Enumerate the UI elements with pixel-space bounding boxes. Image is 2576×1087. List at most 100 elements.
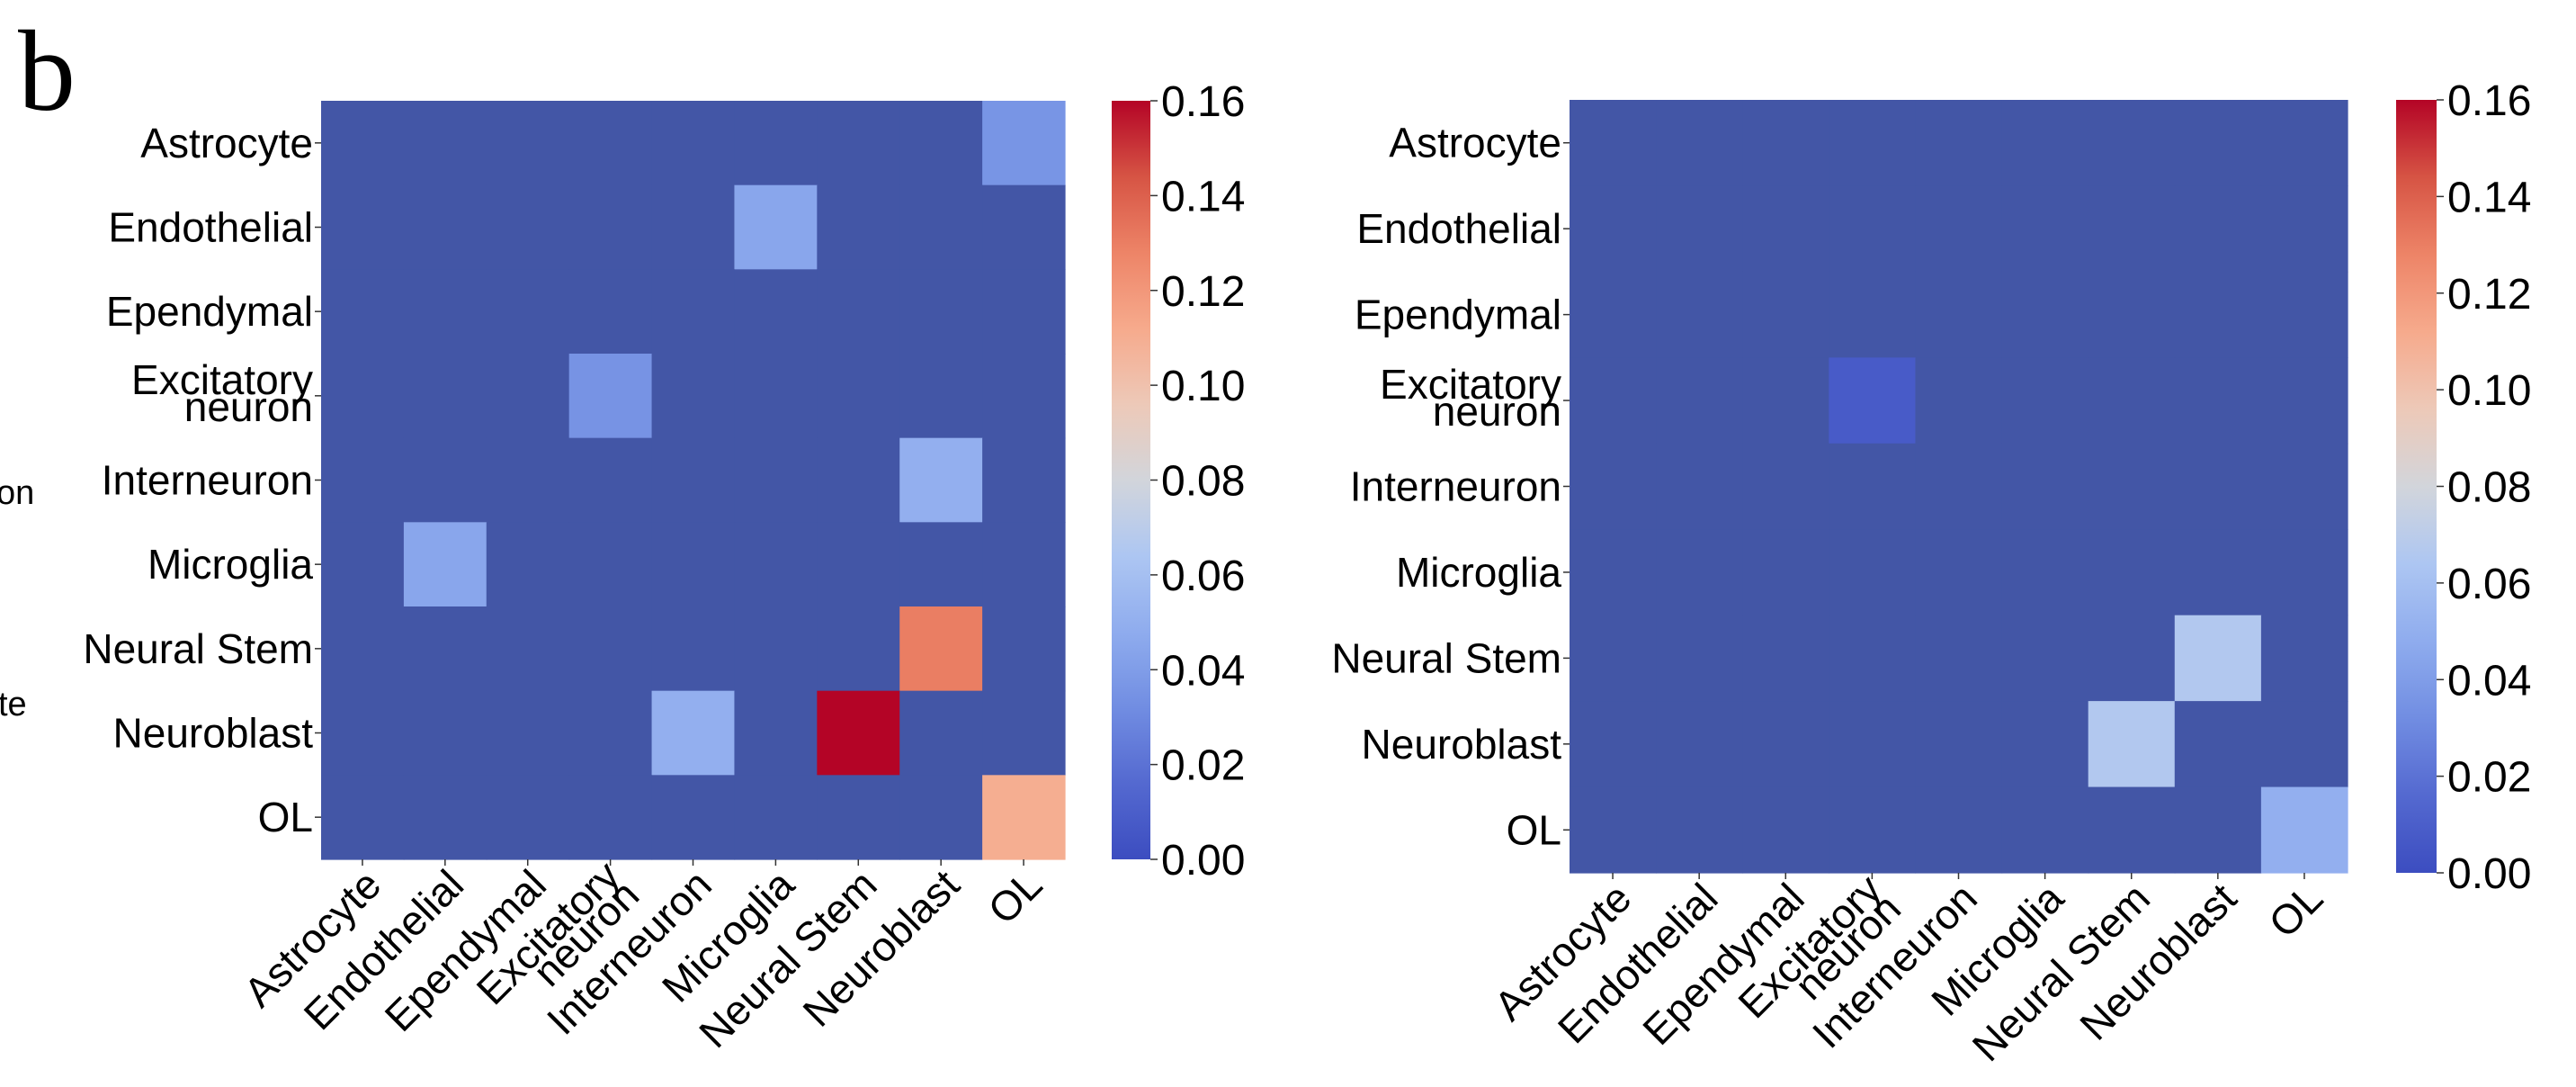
heatmap-cell bbox=[568, 690, 653, 776]
colorbar-tick-label: 0.04 bbox=[2447, 657, 2531, 705]
heatmap-cell bbox=[734, 606, 818, 692]
heatmap-cell bbox=[1656, 271, 1743, 358]
heatmap-cell bbox=[1829, 271, 1917, 358]
heatmap-cell bbox=[982, 775, 1066, 860]
heatmap-cell bbox=[982, 184, 1066, 270]
heatmap-cell bbox=[1570, 357, 1657, 445]
heatmap-cell bbox=[2174, 529, 2262, 616]
y-tick-label: Interneuron bbox=[1350, 463, 1561, 510]
colorbar-tick-label: 0.02 bbox=[1161, 742, 1245, 790]
heatmap-cell bbox=[1570, 185, 1657, 273]
heatmap-cell bbox=[1829, 786, 1917, 874]
colorbar-tick-label: 0.14 bbox=[2447, 174, 2531, 221]
heatmap-cell bbox=[2260, 701, 2348, 788]
heatmap-cell bbox=[2088, 100, 2176, 187]
heatmap-cell bbox=[1656, 357, 1743, 445]
heatmap-cell bbox=[1829, 100, 1917, 187]
heatmap-cell bbox=[1570, 615, 1657, 702]
colorbar-tick-label: 0.10 bbox=[1161, 363, 1245, 410]
heatmap-cell bbox=[2001, 529, 2089, 616]
heatmap-cell bbox=[403, 269, 487, 355]
y-tick-label: Ependymal bbox=[1355, 292, 1561, 338]
colorbar-tick-label: 0.02 bbox=[2447, 754, 2531, 802]
heatmap-cell bbox=[321, 437, 405, 523]
y-tick-label: Excitatory neuron bbox=[1380, 361, 1561, 435]
heatmap-cell bbox=[2001, 786, 2089, 874]
colorbar-tick-label: 0.06 bbox=[2447, 561, 2531, 608]
heatmap-cell bbox=[321, 101, 405, 186]
heatmap-cell bbox=[817, 437, 900, 523]
heatmap-cell bbox=[321, 354, 405, 439]
heatmap-cell bbox=[568, 354, 653, 439]
heatmap-cell bbox=[2260, 271, 2348, 358]
heatmap-cell bbox=[568, 606, 653, 692]
y-tick-label: Neural Stem bbox=[1331, 634, 1561, 681]
heatmap-cell bbox=[1742, 615, 1829, 702]
y-tick-label: OL bbox=[1507, 806, 1561, 853]
panel-label: b bbox=[18, 7, 76, 135]
heatmap-cell bbox=[568, 101, 653, 186]
heatmap-cell bbox=[1570, 701, 1657, 788]
heatmap-cell bbox=[734, 354, 818, 439]
heatmap-cell bbox=[2088, 786, 2176, 874]
heatmap-cell bbox=[568, 437, 653, 523]
heatmap-cell bbox=[1829, 443, 1917, 530]
heatmap-cell bbox=[651, 101, 736, 186]
heatmap-cell bbox=[1915, 271, 2003, 358]
colorbar-tick-label: 0.16 bbox=[2447, 77, 2531, 125]
heatmap-cell bbox=[1742, 701, 1829, 788]
colorbar-tick-label: 0.00 bbox=[1161, 837, 1245, 885]
heatmap-cell bbox=[403, 101, 487, 186]
heatmap-cell bbox=[817, 775, 900, 860]
x-tick-label: OL bbox=[2259, 875, 2331, 947]
heatmap-cell bbox=[486, 101, 570, 186]
heatmap-cell bbox=[1915, 100, 2003, 187]
colorbar-tick-label: 0.04 bbox=[1161, 647, 1245, 695]
heatmap-cell bbox=[651, 690, 736, 776]
heatmap-right: Astrocyte Endothelial Ependymal Excitatory n… bbox=[1331, 77, 2531, 1070]
heatmap-cell bbox=[486, 354, 570, 439]
heatmap-cell bbox=[1656, 100, 1743, 187]
heatmap-cell bbox=[2260, 100, 2348, 187]
heatmap-cell bbox=[1915, 615, 2003, 702]
colorbar-tick-label: 0.16 bbox=[1161, 78, 1245, 126]
heatmap-cell bbox=[2260, 529, 2348, 616]
heatmap-cell bbox=[2001, 185, 2089, 273]
heatmap-cell bbox=[2260, 615, 2348, 702]
y-tick-label: Neuroblast bbox=[113, 710, 314, 757]
heatmap-cell bbox=[2260, 185, 2348, 273]
heatmap-cell bbox=[1829, 615, 1917, 702]
heatmap-cell bbox=[1570, 100, 1657, 187]
heatmap-cell bbox=[651, 522, 736, 607]
heatmap-cell bbox=[899, 354, 983, 439]
heatmap-cell bbox=[403, 522, 487, 607]
y-tick-label: Astrocyte bbox=[1389, 120, 1561, 166]
heatmap-cell bbox=[1742, 271, 1829, 358]
heatmap-cell bbox=[486, 437, 570, 523]
heatmap-cell bbox=[403, 690, 487, 776]
heatmap-cell bbox=[1656, 786, 1743, 874]
heatmap-cell bbox=[2088, 357, 2176, 445]
heatmap-cell bbox=[2001, 271, 2089, 358]
heatmap-cell bbox=[817, 690, 900, 776]
heatmap-cell bbox=[2088, 185, 2176, 273]
heatmap-cell bbox=[568, 184, 653, 270]
heatmap-cell bbox=[2088, 529, 2176, 616]
y-tick-label: Excitatory neuron bbox=[131, 356, 313, 430]
y-tick-label: Microglia bbox=[148, 541, 313, 588]
heatmap-cell bbox=[899, 606, 983, 692]
heatmap-cell bbox=[1656, 443, 1743, 530]
heatmap-cell bbox=[1915, 357, 2003, 445]
heatmap-cell bbox=[2174, 615, 2262, 702]
heatmap-cell bbox=[734, 437, 818, 523]
heatmap-cell bbox=[899, 690, 983, 776]
y-tick-label: Endothelial bbox=[108, 204, 313, 251]
heatmap-cell bbox=[817, 269, 900, 355]
colorbar-tick-label: 0.06 bbox=[1161, 552, 1245, 600]
heatmap-cell bbox=[1829, 529, 1917, 616]
heatmap-cell bbox=[1915, 443, 2003, 530]
y-tick-label: Ependymal bbox=[106, 288, 313, 335]
heatmap-cell bbox=[1742, 529, 1829, 616]
heatmap-cell bbox=[734, 522, 818, 607]
